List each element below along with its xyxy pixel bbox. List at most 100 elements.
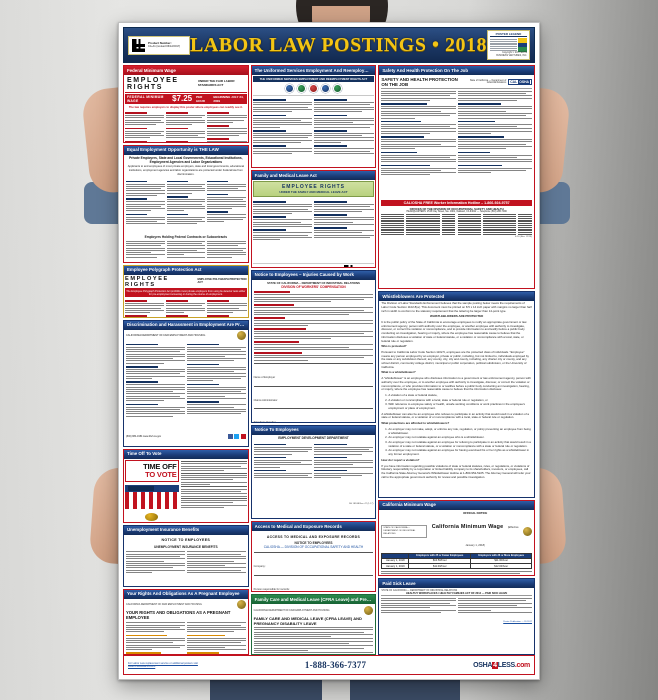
wb-q4: How do I report a violation? <box>381 457 420 462</box>
panel-title: Unemployment Insurance Benefits <box>124 525 248 535</box>
footer-note[interactable]: For Labor Law replacement service or add… <box>128 662 198 669</box>
wb-a2: A "whistleblower" is an employee who dis… <box>381 376 531 392</box>
wb-list-item: A violation of a state or federal statut… <box>388 393 532 398</box>
amer-agency: CAL/OSHA — DIVISION OF OCCUPATIONAL SAFE… <box>263 545 364 550</box>
panel-userra[interactable]: The Uniformed Services Employment And Re… <box>250 65 377 169</box>
coast-guard-seal-icon <box>332 84 342 93</box>
osha-offices-table <box>381 213 532 236</box>
fmw-wage-label: FEDERAL MINIMUM WAGE <box>127 95 164 103</box>
youtube-icon[interactable] <box>240 434 246 440</box>
marines-seal-icon <box>308 84 318 93</box>
panel-pregnant-employee-rights[interactable]: Your Rights And Obligations As A Pregnan… <box>123 588 249 655</box>
cal-osha-heading: SAFETY AND HEALTH PROTECTION ON THE JOB <box>381 76 458 87</box>
cmw-agency: STATE OF CALIFORNIA — DEPARTMENT OF INDU… <box>381 524 428 538</box>
panel-family-medical-leave-act[interactable]: Family and Medical Leave Act EMPLOYEE RI… <box>250 170 377 268</box>
eppa-heading: EMPLOYEE RIGHTS <box>125 275 169 288</box>
cal-osha-agency: State of California — Department of Indu… <box>469 79 507 84</box>
poster-body: Federal Minimum Wage EMPLOYEE RIGHTS UND… <box>123 63 535 655</box>
osha4less-logo[interactable]: OSHA 4 LESS .com <box>473 661 530 669</box>
amer-heading: ACCESS TO MEDICAL AND EXPOSURE RECORDS <box>266 534 361 539</box>
pdl-agency: CALIFORNIA DEPARTMENT OF FAIR EMPLOYMENT… <box>126 603 202 606</box>
panel-title: Federal Minimum Wage <box>124 66 248 75</box>
poster-column-left: Federal Minimum Wage EMPLOYEE RIGHTS UND… <box>123 65 249 655</box>
amer-heading-sub: NOTICE TO EMPLOYEES <box>294 541 333 546</box>
labor-law-poster[interactable]: Product Number: CA-A1 (revised 06/12/201… <box>118 22 540 680</box>
eppa-heading-sub: EMPLOYEE POLYGRAPH PROTECTION ACT <box>197 277 247 284</box>
pdl-heading: YOUR RIGHTS AND OBLIGATIONS AS A PREGNAN… <box>126 610 231 620</box>
navy-seal-icon <box>296 84 306 93</box>
panel-title: Family Care and Medical Leave (CFRA Leav… <box>251 595 376 605</box>
panel-access-medical-exposure-records[interactable]: Access to Medical and Exposure Records A… <box>250 521 377 593</box>
panel-title: Equal Employment Opportunity is THE LAW <box>124 145 248 155</box>
osha-directory-title: OFFICES OF THE DIVISION OF OCCUPATIONAL … <box>409 206 504 211</box>
twitter-icon[interactable] <box>234 434 240 440</box>
fmw-wage-amount: $7.25 <box>172 94 193 103</box>
poster-legend-swatch <box>518 37 527 53</box>
eeo-subtitle: Private Employers, State and Local Gover… <box>129 156 243 165</box>
panel-equal-employment-opportunity[interactable]: Equal Employment Opportunity is THE LAW … <box>123 144 249 263</box>
fmw-wage-bar: FEDERAL MINIMUM WAGE $7.25 PER HOUR BEGI… <box>125 94 247 104</box>
panel-federal-minimum-wage[interactable]: Federal Minimum Wage EMPLOYEE RIGHTS UND… <box>123 65 249 143</box>
eeo-col-3 <box>207 178 246 234</box>
panel-safety-health-protection[interactable]: Safety And Health Protection On The Job … <box>378 65 535 290</box>
panel-title: Access to Medical and Exposure Records <box>251 522 376 532</box>
dwc-field-label-1: Claims Administrator <box>253 398 278 402</box>
product-number-value: CA-A1 (revised 06/12/2017) <box>148 45 181 48</box>
fmla-heading-sub: UNDER THE FAMILY AND MEDICAL LEAVE ACT <box>279 190 348 195</box>
ballot-box-icon <box>125 484 179 509</box>
cfra-heading: FAMILY CARE AND MEDICAL LEAVE (CFRA LEAV… <box>253 615 362 626</box>
panel-unemployment-insurance-benefits[interactable]: Unemployment Insurance Benefits NOTICE T… <box>123 524 249 587</box>
cfra-text <box>253 626 374 654</box>
footer-link[interactable]: www.OSHA4LESS.com <box>128 665 156 668</box>
footer-phone[interactable]: 1-888-366-7377 <box>304 660 367 670</box>
fmw-text-col-3 <box>207 110 247 142</box>
panel-california-minimum-wage[interactable]: California Minimum Wage STATE OF CALIFOR… <box>378 499 535 577</box>
panel-notice-injuries-caused-by-work[interactable]: Notice to Employees – Injuries Caused by… <box>250 269 377 423</box>
panel-employee-polygraph-protection-act[interactable]: Employee Polygraph Protection Act EMPLOY… <box>123 264 249 318</box>
wb-list2: An employer may not make, adopt, or enfo… <box>388 427 532 457</box>
wb-list-item: A violation or noncompliance with a loca… <box>388 398 532 403</box>
facebook-icon[interactable] <box>227 434 233 440</box>
panel-title: Time Off To Vote <box>124 449 248 459</box>
osha-directory-sub: HEADQUARTERS: 1515 Clay Street, Ste. 190… <box>406 210 507 213</box>
air-force-seal-icon <box>320 84 330 93</box>
panel-whistleblowers-are-protected[interactable]: Whistleblowers Are Protected The Divisio… <box>378 291 535 498</box>
psl-form-no: Poster Publication — 11/2017 <box>503 620 532 623</box>
panel-title: The Uniformed Services Employment And Re… <box>251 66 376 75</box>
panel-title: Whistleblowers Are Protected <box>379 292 534 302</box>
panel-title: Your Rights And Obligations As A Pregnan… <box>124 589 248 599</box>
wb-lead: It is the public policy of the State of … <box>381 320 527 343</box>
panel-paid-sick-leave[interactable]: Paid Sick Leave STATE OF CALIFORNIA — DE… <box>378 578 535 655</box>
amer-fields[interactable]: Company: Person responsible for records:… <box>253 551 374 591</box>
edd-form-no: DE 1857A Rev. 47 (1-17) <box>349 503 374 506</box>
panel-time-off-to-vote[interactable]: Time Off To Vote TIME OFF TO VOTE <box>123 448 249 523</box>
panel-title: Discrimination and Harassment in Employm… <box>124 320 248 330</box>
userra-heading-sub: THE UNIFORMED SERVICES EMPLOYMENT AND RE… <box>252 76 375 82</box>
panel-notice-to-employees[interactable]: Notice To Employees EMPLOYMENT DEVELOPME… <box>250 424 377 520</box>
dwc-fields[interactable]: Name of Employer Claims Administrator Te… <box>253 363 374 422</box>
fmla-heading-block: EMPLOYEE RIGHTS UNDER THE FAMILY AND MED… <box>252 181 375 198</box>
panel-discrimination-harassment[interactable]: Discrimination and Harassment in Employm… <box>123 319 249 447</box>
eeo-col-1 <box>126 178 165 234</box>
poster-header: Product Number: CA-A1 (revised 06/12/201… <box>123 27 535 63</box>
army-seal-icon <box>284 84 294 93</box>
state-seal-icon <box>236 600 246 609</box>
cmw-td: January 1, 2019 <box>381 563 410 570</box>
eeo-lead: Applicants to and employees of most priv… <box>127 165 244 177</box>
wb-q2: What is a whistleblower? <box>381 370 416 375</box>
poster-footer[interactable]: For Labor Law replacement service or add… <box>123 655 535 675</box>
panel-title: Notice To Employees <box>251 425 376 435</box>
cmw-heading: California Minimum Wage <box>431 524 504 531</box>
poster-copyright: Copyright © 2017 ELITE BUSINESS VENTURES… <box>496 52 527 58</box>
fmla-footer: WAGE AND HOUR DIVISION 1-866-487-9243 ww… <box>252 262 375 267</box>
dfeh-contact: (800) 884-1684 <box>126 434 143 438</box>
psl-heading: HEALTHY WORKPLACES / HEALTHY FAMILIES AC… <box>381 592 532 596</box>
cmw-td: $12.00/hour <box>470 563 532 570</box>
fmw-wage-per: PER HOUR <box>196 95 205 103</box>
page-title: LABOR LAW POSTINGS • 2018 <box>190 33 487 56</box>
dwc-field-label-2: Telephone Number <box>254 421 276 422</box>
cfra-agency: CALIFORNIA DEPARTMENT OF FAIR EMPLOYMENT… <box>253 608 330 612</box>
userra-service-seals <box>252 82 375 96</box>
state-seal-icon <box>523 526 532 536</box>
panel-cfra-pdl[interactable]: Family Care and Medical Leave (CFRA Leav… <box>250 594 377 655</box>
